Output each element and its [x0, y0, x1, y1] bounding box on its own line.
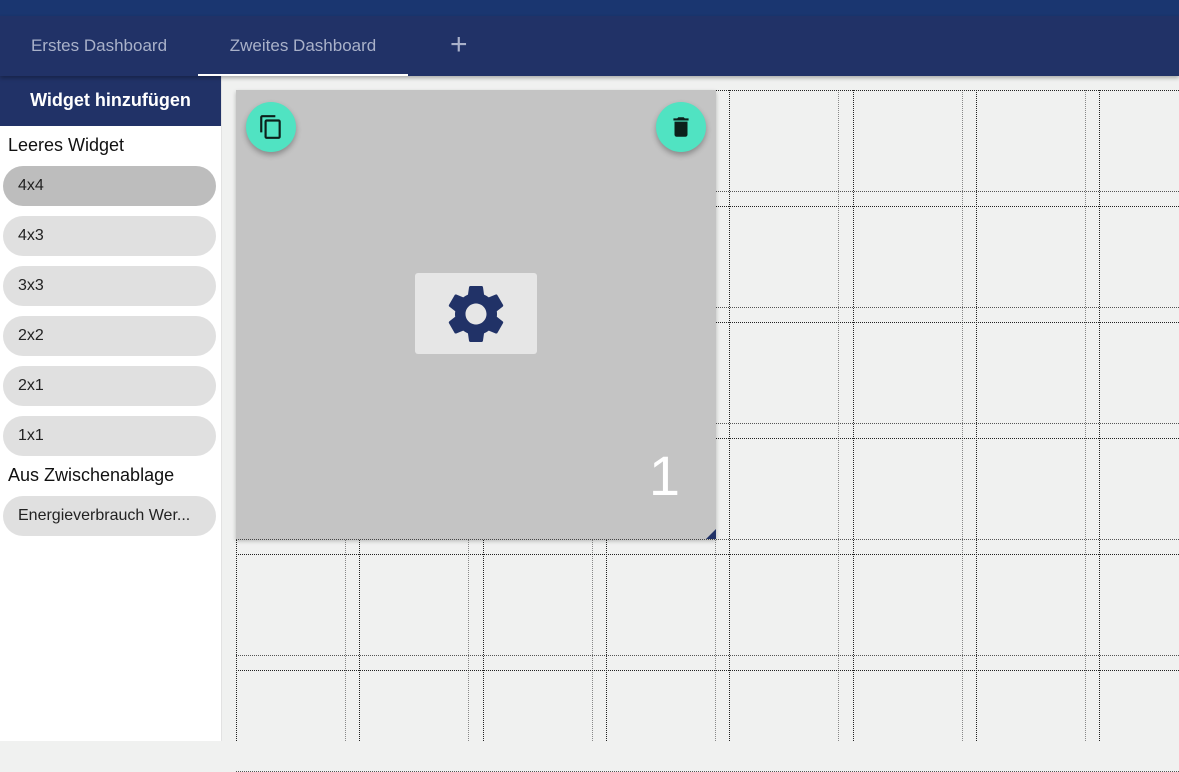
copy-widget-button[interactable]: [246, 102, 296, 152]
size-2x2-button[interactable]: 2x2: [3, 316, 216, 356]
gear-icon: [448, 285, 504, 342]
widget-card[interactable]: 1: [236, 90, 716, 539]
size-1x1-button[interactable]: 1x1: [3, 416, 216, 456]
widget-sidebar: Widget hinzufügen Leeres Widget 4x4 4x3 …: [0, 76, 222, 741]
delete-widget-button[interactable]: [656, 102, 706, 152]
grid-column-line: [838, 90, 840, 741]
add-dashboard-button[interactable]: +: [450, 28, 468, 61]
size-4x4-button[interactable]: 4x4: [3, 166, 216, 206]
size-4x3-button[interactable]: 4x3: [3, 216, 216, 256]
widget-settings-button[interactable]: [415, 273, 537, 354]
grid-column-line: [729, 90, 731, 741]
size-2x1-button[interactable]: 2x1: [3, 366, 216, 406]
grid-column-line: [1099, 90, 1101, 741]
tab-zweites-dashboard[interactable]: Zweites Dashboard: [198, 16, 408, 76]
grid-column-line: [961, 90, 963, 741]
grid-column-line: [975, 90, 977, 741]
grid-column-line: [1084, 90, 1086, 741]
resize-handle[interactable]: [706, 529, 716, 539]
empty-widget-heading: Leeres Widget: [8, 135, 125, 155]
clipboard-item[interactable]: Energieverbrauch Wer...: [3, 496, 216, 536]
grid-row-line: [236, 655, 1179, 656]
clipboard-heading: Aus Zwischenablage: [8, 465, 175, 485]
grid-column-line: [852, 90, 854, 741]
top-banner: [0, 0, 1179, 16]
grid-row-line: [236, 670, 1179, 671]
grid-row-line: [236, 554, 1179, 555]
sidebar-title: Widget hinzufügen: [0, 76, 221, 126]
dashboard-tab-bar: Erstes Dashboard Zweites Dashboard +: [0, 16, 1179, 76]
grid-row-line: [236, 539, 1179, 540]
delete-icon: [673, 117, 689, 137]
tab-erstes-dashboard[interactable]: Erstes Dashboard: [30, 36, 168, 55]
size-3x3-button[interactable]: 3x3: [3, 266, 216, 306]
copy-icon: [260, 115, 281, 139]
widget-number: 1: [648, 444, 680, 507]
